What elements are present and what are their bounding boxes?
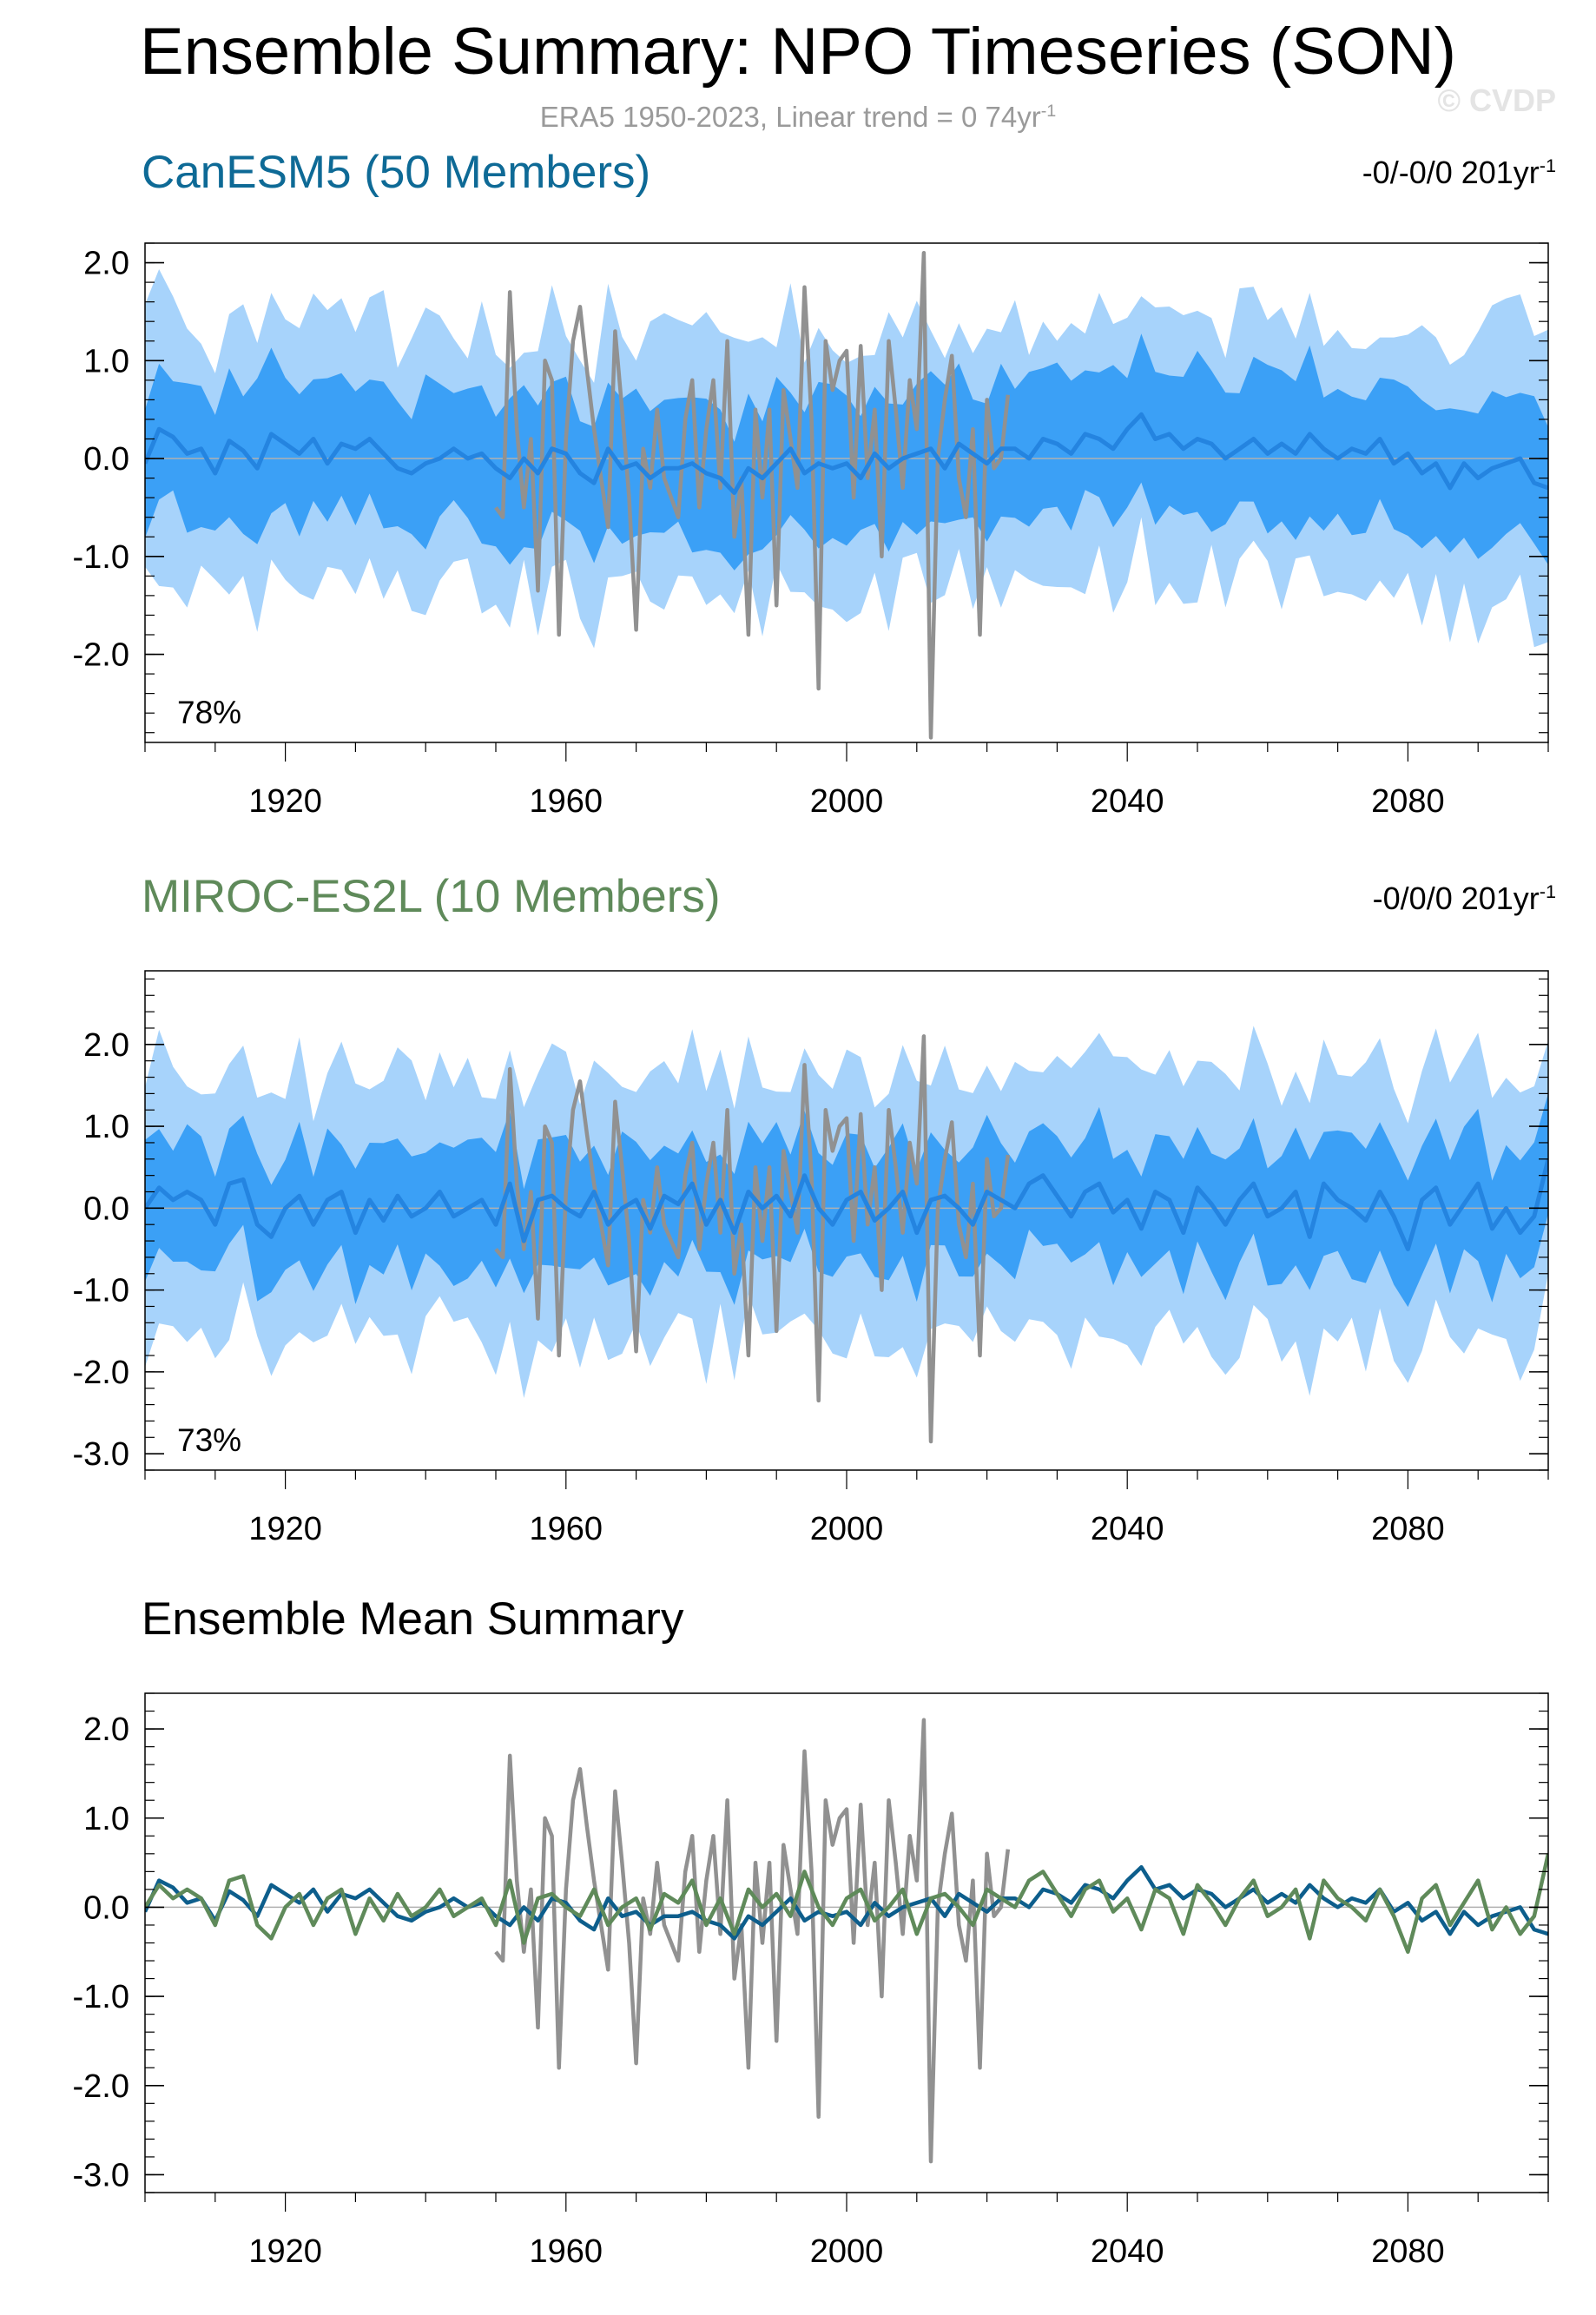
panel1-trend: -0/-0/0 201yr-1 (1362, 156, 1556, 188)
panel3-era5-line (494, 1718, 1011, 2164)
panel1-y-tick-label: -1.0 (73, 539, 129, 576)
panel1-ensemble-mean-line (145, 412, 1548, 495)
panel2-x-tick-label: 2000 (810, 1511, 884, 1547)
panel3-y-tick-label: 1.0 (83, 1801, 129, 1837)
panel3-y-tick-label: -1.0 (73, 1979, 129, 2015)
panel3-frame (144, 1692, 1549, 2193)
panel2-y-tick-label: -3.0 (73, 1436, 129, 1473)
panel2-trend: -0/0/0 201yr-1 (1373, 882, 1556, 914)
panel3-y-tick-label: -2.0 (73, 2068, 129, 2105)
panel1-x-tick-label: 1920 (248, 783, 322, 820)
subtitle-exponent: -1 (1040, 102, 1057, 121)
panel3-x-tick-label: 2080 (1371, 2233, 1445, 2270)
panel1-y-tick-label: -2.0 (73, 637, 129, 674)
panel2-y-tick-label: 2.0 (83, 1027, 129, 1064)
panel2-y-tick-label: 0.0 (83, 1190, 129, 1227)
panel3-plot-area (145, 1718, 1548, 2164)
panel2-y-tick-label: -2.0 (73, 1355, 129, 1391)
panel2-y-tick-label: -1.0 (73, 1273, 129, 1309)
panel3-x-tick-label: 1920 (248, 2233, 322, 2270)
panel2-x-tick-label: 1960 (530, 1511, 603, 1547)
cvdp-watermark: © CVDP (1437, 82, 1556, 118)
panel2-percent-label: 73% (177, 1422, 241, 1458)
subtitle-text: ERA5 1950-2023, Linear trend = 0 74yr (539, 101, 1041, 133)
panel2-ensemble-mean-line (145, 1158, 1548, 1251)
panel1-percent-label: 78% (177, 695, 241, 730)
figure-subtitle: ERA5 1950-2023, Linear trend = 0 74yr-1 (0, 102, 1596, 131)
panel1-x-tick-label: 2040 (1091, 783, 1164, 820)
panel2-trend-text: -0/0/0 201yr (1372, 880, 1540, 916)
panel3-chart: 2.0 1.0 0.0 -1.0 -2.0 -3.0 1920 1960 2000 2040 208… (73, 1692, 1549, 2270)
panel3-y-tick-label: -3.0 (73, 2157, 129, 2193)
panel3-title: Ensemble Mean Summary (142, 1593, 684, 1645)
panel1-y-tick-label: 1.0 (83, 343, 129, 379)
panel2-x-tick-label: 1920 (248, 1511, 322, 1547)
panel1-plot-area (145, 251, 1548, 740)
panel1-trend-exponent: -1 (1539, 155, 1556, 176)
panel1-y-tick-label: 2.0 (83, 246, 129, 282)
panel1-trend-text: -0/-0/0 201yr (1362, 155, 1540, 190)
panel2-era5-line (494, 1034, 1011, 1444)
panel1-x-tick-label: 2000 (810, 783, 884, 820)
panel1-x-tick-label: 2080 (1371, 783, 1445, 820)
panel2-chart: 2.0 1.0 0.0 -1.0 -2.0 -3.0 1920 1960 2000 2040 208… (73, 970, 1549, 1547)
panel3-y-tick-label: 2.0 (83, 1712, 129, 1748)
panel1-inner-spread-band (145, 333, 1548, 571)
panel3-miroc-es2l-line (145, 1853, 1548, 1955)
panel3-x-tick-label: 2000 (810, 2233, 884, 2270)
figure-title: Ensemble Summary: NPO Timeseries (SON) (139, 15, 1457, 89)
panel2-x-tick-label: 2040 (1091, 1511, 1164, 1547)
panel1-chart: 2.0 1.0 0.0 -1.0 -2.0 1920 1960 2000 2040 2080 78% (73, 242, 1549, 820)
panel1-x-tick-label: 1960 (530, 783, 603, 820)
panel2-plot-area (145, 1026, 1548, 1444)
panel3-x-tick-label: 1960 (530, 2233, 603, 2270)
panel1-y-tick-label: 0.0 (83, 441, 129, 478)
panel3-canesm5-line (145, 1864, 1548, 1941)
panel2-trend-exponent: -1 (1539, 880, 1556, 902)
panel1-era5-line (494, 251, 1011, 740)
panel3-x-tick-label: 2040 (1091, 2233, 1164, 2270)
panel2-y-tick-label: 1.0 (83, 1109, 129, 1145)
panel2-title: MIROC-ES2L (10 Members) (142, 871, 721, 922)
panel2-x-tick-label: 2080 (1371, 1511, 1445, 1547)
panel3-y-tick-label: 0.0 (83, 1890, 129, 1926)
panel1-title: CanESM5 (50 Members) (142, 147, 651, 198)
